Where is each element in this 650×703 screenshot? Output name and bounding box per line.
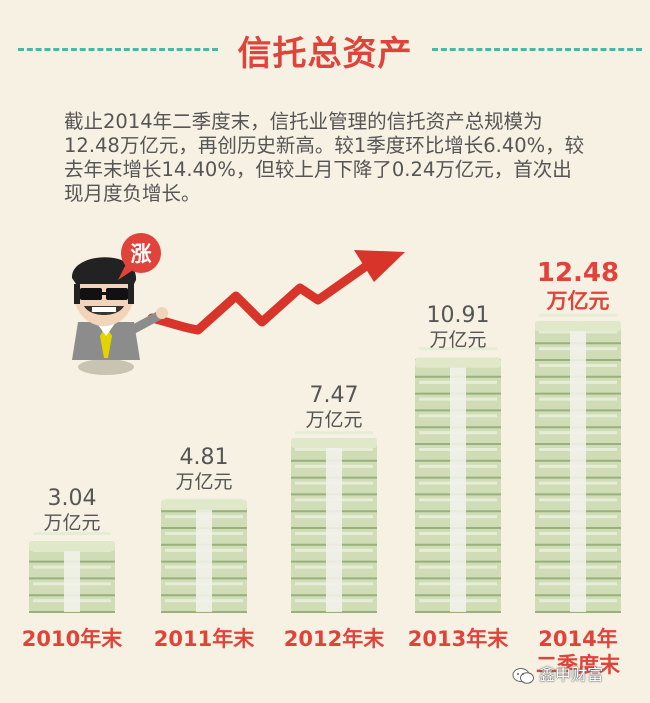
unit-label: 万亿元	[429, 329, 486, 351]
wechat-icon	[512, 667, 534, 684]
money-stack-bar	[535, 313, 621, 613]
category-label: 2013年末	[408, 627, 509, 651]
value-label: 12.48	[537, 258, 619, 288]
category-label: 二季度末	[536, 653, 621, 677]
category-label: 2011年末	[154, 627, 255, 651]
money-stacks	[29, 313, 621, 613]
speech-bubble: 涨	[118, 233, 161, 280]
unit-label: 万亿元	[305, 409, 362, 431]
category-label: 2010年末	[22, 627, 123, 651]
value-label: 10.91	[427, 303, 490, 328]
money-stack-bar	[161, 498, 247, 613]
page-title: 信托总资产	[237, 34, 413, 74]
category-label: 2012年末	[284, 627, 385, 651]
value-label: 3.04	[48, 486, 97, 511]
money-stack-bar	[415, 347, 501, 613]
unit-label: 万亿元	[546, 289, 610, 313]
unit-label: 万亿元	[43, 512, 100, 534]
mascot: 涨	[71, 233, 168, 375]
value-label: 4.81	[180, 445, 229, 470]
intro-line-4: 现月度负增长。	[64, 182, 201, 205]
category-labels: 2010年末 2011年末 2012年末 2013年末 2014年二季度末	[22, 627, 621, 677]
trend-arrow	[147, 250, 405, 335]
money-stack-bar	[291, 431, 377, 613]
category-label: 2014年	[538, 627, 617, 651]
intro-line-1: 截止2014年二季度末，信托业管理的信托资产总规模为	[64, 110, 543, 133]
intro-line-2: 12.48万亿元，再创历史新高。较1季度环比增长6.40%，较	[64, 134, 585, 157]
watermark-text: 鑫申财富	[539, 665, 604, 684]
unit-label: 万亿元	[175, 471, 232, 493]
value-label: 7.47	[310, 383, 359, 408]
intro-paragraph: 截止2014年二季度末，信托业管理的信托资产总规模为 12.48万亿元，再创历史…	[64, 110, 612, 206]
bubble-text: 涨	[131, 242, 152, 266]
title-divider-right	[432, 48, 642, 51]
title-divider-left	[18, 48, 218, 51]
money-stack-bar	[29, 532, 115, 613]
intro-line-3: 去年末增长14.40%，但较上月下降了0.24万亿元，首次出	[64, 158, 572, 181]
watermark: 鑫申财富	[512, 662, 642, 688]
